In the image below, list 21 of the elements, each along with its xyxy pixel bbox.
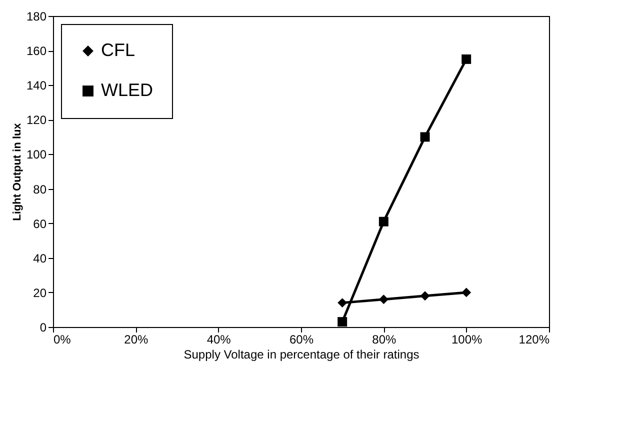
x-tick-label: 100% xyxy=(451,332,483,346)
x-tick-label: 20% xyxy=(124,332,148,346)
x-tick-label: 60% xyxy=(289,332,314,346)
legend-label: CFL xyxy=(101,40,136,60)
y-axis-title: Light Output in lux xyxy=(11,122,24,221)
y-tick-label: 40 xyxy=(33,251,47,266)
y-tick-label: 20 xyxy=(33,286,47,300)
x-tick-label: 80% xyxy=(372,332,396,346)
y-tick-label: 100 xyxy=(26,148,47,162)
x-tick-label: 0% xyxy=(54,332,72,346)
y-tick-label: 160 xyxy=(26,44,47,58)
y-tick-label: 60 xyxy=(33,216,47,231)
y-tick-label: 140 xyxy=(26,78,47,93)
legend-label: WLED xyxy=(101,80,154,100)
y-tick-label: 80 xyxy=(33,182,47,196)
y-tick-label: 120 xyxy=(26,113,47,128)
x-axis-title: Supply Voltage in percentage of their ratings xyxy=(184,348,420,362)
y-tick-label: 180 xyxy=(26,10,47,24)
x-tick-label: 40% xyxy=(206,332,232,346)
x-tick-label: 120% xyxy=(518,332,550,346)
y-tick-label: 0 xyxy=(40,320,47,334)
